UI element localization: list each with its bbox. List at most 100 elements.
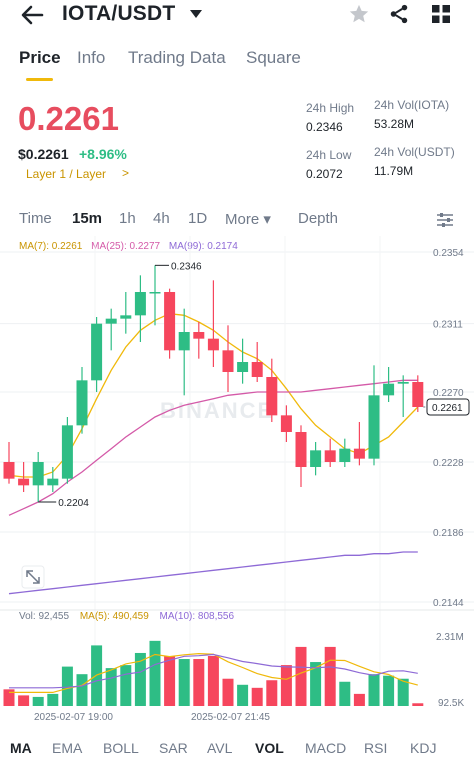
candle-body — [134, 292, 146, 316]
candle-body — [18, 478, 30, 486]
watermark-text: BINANCE — [160, 398, 274, 423]
candle-body — [164, 292, 176, 351]
pair-title[interactable]: IOTA/USDT — [62, 2, 176, 25]
ind-ema[interactable]: EMA — [52, 740, 83, 756]
candle-body — [324, 450, 336, 462]
kline-chart[interactable]: 0.2354 0.2311 0.2270 0.2228 0.2186 0.2144 BINA… — [0, 236, 474, 726]
volume-bar — [266, 680, 278, 706]
high-value: 0.2346 — [306, 120, 343, 134]
tab-square[interactable]: Square — [246, 48, 301, 67]
volume-bar — [368, 674, 380, 706]
low-label: 24h Low — [306, 148, 352, 162]
volume-bar — [310, 662, 322, 706]
y-axis-label: 0.2270 — [433, 388, 464, 399]
last-price: 0.2261 — [18, 100, 119, 137]
candle-body — [310, 450, 322, 467]
low-value: 0.2072 — [306, 167, 343, 181]
vol-usdt-label: 24h Vol(USDT) — [374, 145, 455, 159]
ind-vol[interactable]: VOL — [255, 740, 284, 756]
ind-kdj[interactable]: KDJ — [410, 740, 437, 756]
candle-body — [383, 383, 395, 396]
y-axis-label: 0.2354 — [433, 248, 464, 259]
ind-boll[interactable]: BOLL — [103, 740, 139, 756]
volume-bar — [339, 681, 351, 706]
volume-bar — [251, 687, 263, 706]
settings-sliders-icon[interactable] — [436, 213, 454, 227]
volume-bar — [164, 656, 176, 706]
volume-bar — [61, 666, 73, 706]
active-tab-underline — [26, 78, 53, 81]
y-axis-label: 0.2144 — [433, 598, 464, 609]
high-marker-label: 0.2346 — [171, 261, 202, 272]
candle-body — [295, 432, 307, 467]
ma99-legend: MA(99): 0.2174 — [168, 241, 238, 252]
volume-bar — [32, 696, 44, 706]
ind-sar[interactable]: SAR — [159, 740, 188, 756]
current-price-label: 0.2261 — [432, 403, 463, 414]
candle-body — [3, 462, 15, 479]
indicator-bar: MA EMA BOLL SAR AVL VOL MACD RSI KDJ — [0, 738, 474, 764]
ind-rsi[interactable]: RSI — [364, 740, 388, 756]
tab-price[interactable]: Price — [19, 48, 61, 67]
volume-bar — [353, 693, 365, 706]
tab-info[interactable]: Info — [77, 48, 106, 67]
candle-body — [32, 462, 44, 486]
volume-bar — [237, 684, 249, 706]
candle-body — [353, 448, 365, 459]
volume-axis-bottom: 92.5K — [438, 698, 464, 709]
chevron-right-icon[interactable]: > — [122, 166, 130, 180]
ind-avl[interactable]: AVL — [207, 740, 233, 756]
volume-legend: Vol: 92,455 MA(5): 490,459 MA(10): 808,5… — [19, 611, 234, 622]
volume-bar — [134, 652, 146, 706]
candle-body — [339, 448, 351, 462]
candle-body — [47, 478, 59, 486]
candle-body — [222, 350, 234, 372]
tf-1d[interactable]: 1D — [188, 210, 208, 227]
volume-bar — [324, 646, 336, 706]
grid-icon[interactable] — [431, 4, 451, 24]
candle-body — [207, 338, 219, 351]
candle-body — [237, 362, 249, 372]
tf-1h[interactable]: 1h — [119, 210, 136, 227]
share-icon[interactable] — [388, 3, 410, 25]
volume-bar — [3, 689, 15, 706]
vol-usdt-value: 11.79M — [374, 164, 414, 178]
y-axis-label: 0.2228 — [433, 458, 464, 469]
candle-body — [149, 292, 161, 294]
time-label-1: 2025-02-07 19:00 — [34, 712, 113, 723]
volume-bar — [105, 668, 117, 706]
candle-body — [120, 315, 132, 319]
volume-bar — [178, 659, 190, 706]
candle-body — [178, 332, 190, 351]
timeframe-bar: Time 15m 1h 4h 1D More ▾ Depth — [0, 205, 474, 233]
candle-body — [193, 332, 205, 339]
y-axis-label: 0.2186 — [433, 528, 464, 539]
kline-svg[interactable]: 0.2354 0.2311 0.2270 0.2228 0.2186 0.2144 BINA… — [0, 236, 474, 726]
top-bar: IOTA/USDT — [0, 0, 474, 34]
candle-body — [266, 377, 278, 416]
high-label: 24h High — [306, 101, 355, 115]
volume-ma-line-ma10 — [9, 653, 418, 689]
candle-body — [76, 380, 88, 426]
caret-down-icon[interactable] — [189, 9, 203, 19]
ind-ma[interactable]: MA — [10, 740, 32, 756]
star-icon[interactable] — [348, 3, 370, 25]
category-tag[interactable]: Layer 1 / Layer — [26, 167, 107, 181]
ind-macd[interactable]: MACD — [305, 740, 347, 756]
tf-15m[interactable]: 15m — [72, 210, 103, 227]
ma-line-ma99 — [8, 551, 418, 595]
volume-bar — [412, 703, 424, 706]
candle-body — [412, 382, 424, 407]
volume-bar — [280, 665, 292, 706]
time-label-2: 2025-02-07 21:45 — [191, 712, 270, 723]
tf-depth[interactable]: Depth — [298, 210, 339, 227]
tf-4h[interactable]: 4h — [153, 210, 170, 227]
volume-bar — [207, 656, 219, 706]
tf-more[interactable]: More ▾ — [225, 211, 271, 228]
volume-bar — [76, 674, 88, 706]
back-arrow-icon[interactable] — [18, 2, 46, 28]
tab-trading-data[interactable]: Trading Data — [128, 48, 226, 67]
candle-body — [91, 323, 103, 381]
tf-time[interactable]: Time — [19, 210, 52, 227]
ma-legend: MA(7): 0.2261 MA(25): 0.2277 MA(99): 0.2… — [19, 241, 238, 252]
